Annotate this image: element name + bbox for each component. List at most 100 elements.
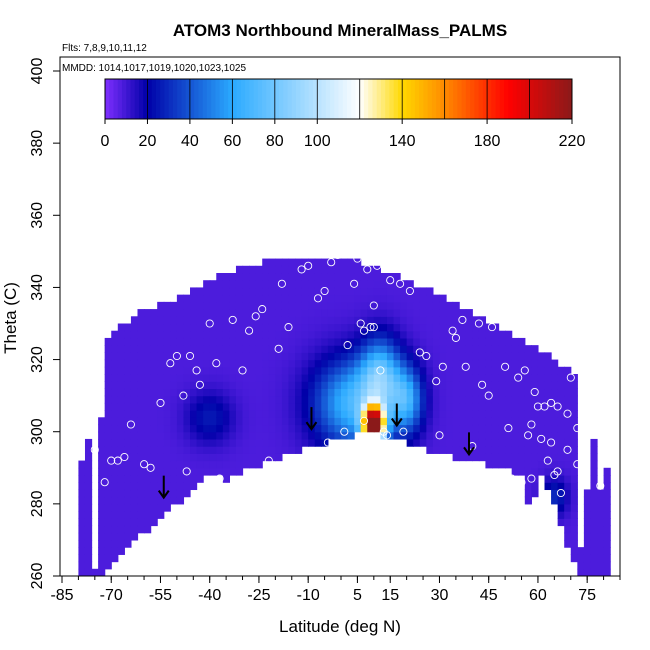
heatmap-cell: [518, 337, 526, 346]
heatmap-cell: [176, 496, 185, 505]
heatmap-cell: [354, 388, 362, 397]
heatmap-cell: [84, 467, 93, 476]
heatmap-cell: [478, 359, 487, 368]
flight-point: [547, 398, 556, 407]
heatmap-cell: [341, 301, 349, 310]
heatmap-cell: [478, 381, 487, 390]
heatmap-cell: [144, 431, 152, 440]
flight-point: [425, 276, 434, 285]
heatmap-cell: [386, 337, 395, 346]
heatmap-cell: [491, 330, 500, 339]
heatmap-cell: [163, 330, 171, 339]
heatmap-cell: [354, 359, 362, 368]
heatmap-cell: [380, 280, 388, 289]
heatmap-cell: [249, 381, 257, 390]
heatmap-cell: [216, 460, 224, 469]
heatmap-cell: [570, 388, 578, 397]
heatmap-cell: [157, 359, 165, 368]
heatmap-cell: [281, 395, 290, 404]
heatmap-cell: [78, 547, 86, 555]
heatmap-cell: [360, 294, 368, 303]
colorbar-segment: [474, 79, 480, 119]
heatmap-cell: [426, 402, 434, 411]
heatmap-cell: [551, 424, 559, 433]
heatmap-cell: [235, 330, 244, 339]
heatmap-cell: [301, 374, 309, 382]
heatmap-cell: [268, 446, 276, 454]
heatmap-cell: [281, 366, 290, 375]
heatmap-cell: [170, 309, 178, 317]
heatmap-cell: [150, 410, 158, 418]
heatmap-cell: [570, 489, 578, 498]
heatmap-cell: [190, 475, 198, 483]
heatmap-cell: [137, 388, 145, 397]
heatmap-cell: [176, 467, 185, 476]
colorbar-segment: [325, 79, 331, 119]
heatmap-cell: [209, 345, 217, 353]
heatmap-cell: [590, 525, 598, 534]
heatmap-cell: [590, 475, 598, 483]
heatmap-cell: [360, 280, 368, 289]
heatmap-cell: [551, 417, 559, 426]
heatmap-cell: [242, 424, 250, 433]
heatmap-cell: [124, 410, 132, 418]
heatmap-cell: [485, 417, 493, 426]
heatmap-cell: [130, 503, 139, 512]
heatmap-cell: [295, 374, 303, 382]
heatmap-cell: [544, 438, 552, 447]
heatmap-cell: [183, 352, 191, 361]
heatmap-cell: [295, 410, 303, 418]
heatmap-cell: [209, 381, 217, 390]
heatmap-cell: [268, 438, 276, 447]
heatmap-cell: [544, 395, 552, 404]
heatmap-cell: [380, 337, 388, 346]
heatmap-cell: [465, 337, 473, 346]
heatmap-cell: [373, 359, 381, 368]
heatmap-cell: [235, 301, 244, 310]
heatmap-cell: [341, 359, 349, 368]
heatmap-cell: [98, 539, 106, 548]
down-arrow: [305, 407, 318, 431]
heatmap-cell: [400, 345, 408, 353]
heatmap-cell: [268, 345, 276, 353]
heatmap-cell: [531, 424, 539, 433]
heatmap-cell: [511, 366, 519, 375]
heatmap-cell: [203, 323, 211, 332]
colorbar-tick-label: 180: [474, 133, 501, 150]
heatmap-cell: [203, 438, 211, 447]
heatmap-cell: [157, 438, 165, 447]
heatmap-cell: [400, 402, 408, 411]
heatmap-cell: [452, 352, 460, 361]
heatmap-cell: [137, 359, 145, 368]
heatmap-cell: [183, 417, 191, 426]
heatmap-cell: [327, 301, 336, 310]
heatmap-cell: [203, 388, 211, 397]
heatmap-cell: [242, 323, 250, 332]
heatmap-cell: [413, 417, 421, 426]
heatmap-cell: [367, 280, 375, 289]
heatmap-cell: [452, 316, 460, 325]
heatmap-cell: [117, 431, 125, 440]
heatmap-cell: [170, 417, 178, 426]
heatmap-cell: [262, 381, 270, 390]
heatmap-cell: [295, 402, 303, 411]
heatmap-cell: [557, 460, 565, 469]
heatmap-cell: [557, 475, 565, 483]
heatmap-cell: [439, 402, 447, 411]
heatmap-cell: [222, 453, 230, 462]
heatmap-cell: [301, 352, 309, 361]
heatmap-cell: [255, 287, 263, 296]
heatmap-cell: [111, 482, 119, 491]
heatmap-cell: [209, 431, 217, 440]
heatmap-cell: [327, 330, 336, 339]
heatmap-cell: [137, 417, 145, 426]
heatmap-cell: [327, 395, 336, 404]
heatmap-cell: [373, 417, 381, 426]
flight-point: [556, 488, 565, 498]
heatmap-cell: [111, 359, 119, 368]
heatmap-cell: [314, 438, 322, 447]
heatmap-cell: [262, 273, 270, 281]
flight-point: [359, 326, 369, 335]
heatmap-cell: [268, 381, 276, 390]
heatmap-cell: [222, 395, 230, 404]
